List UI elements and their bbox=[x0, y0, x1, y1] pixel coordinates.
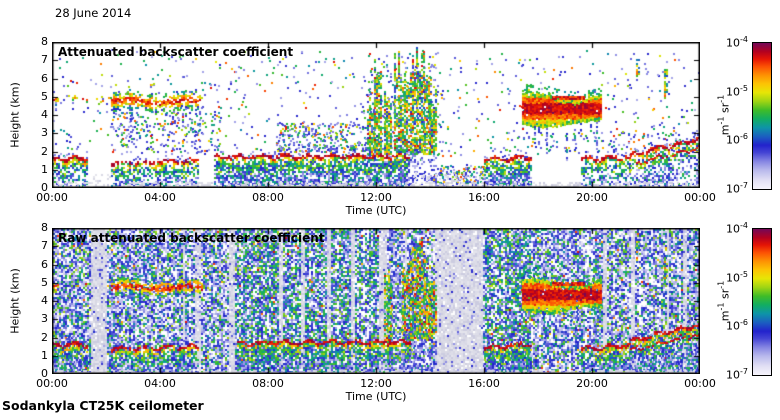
y-tick-label: 6 bbox=[41, 71, 48, 85]
x-tick-label: 08:00 bbox=[252, 191, 284, 204]
x-tick-label: 00:00 bbox=[684, 377, 716, 390]
colorbar-tick-label: 10-6 bbox=[726, 132, 748, 147]
y-tick-label: 1 bbox=[41, 348, 48, 362]
height-axis-label: Height (km) bbox=[8, 82, 22, 148]
colorbar-tick-label: 10-6 bbox=[726, 318, 748, 333]
y-tick-label: 2 bbox=[41, 144, 48, 158]
y-tick-label: 3 bbox=[41, 126, 48, 140]
y-tick-label: 7 bbox=[41, 53, 48, 67]
y-tick-label: 6 bbox=[41, 257, 48, 271]
colorbar-tick-label: 10-5 bbox=[726, 269, 748, 285]
y-tick-label: 4 bbox=[41, 294, 48, 307]
colorbar-tick-label: 10-4 bbox=[726, 35, 748, 50]
y-tick-label: 5 bbox=[41, 89, 48, 103]
x-tick-label: 16:00 bbox=[468, 377, 500, 390]
y-tick-label: 1 bbox=[41, 162, 48, 176]
y-tick-label: 3 bbox=[41, 312, 48, 326]
y-tick-label: 7 bbox=[41, 239, 48, 253]
colorbar-unit-label: m-1 sr-1 bbox=[716, 94, 732, 136]
y-tick-label: 8 bbox=[41, 221, 48, 234]
x-tick-label: 20:00 bbox=[576, 191, 608, 204]
date-label: 28 June 2014 bbox=[55, 6, 132, 20]
colorbar bbox=[752, 42, 772, 190]
x-tick-label: 12:00 bbox=[360, 191, 392, 204]
x-tick-label: 04:00 bbox=[144, 191, 176, 204]
x-tick-label: 04:00 bbox=[144, 377, 176, 390]
x-tick-label: 12:00 bbox=[360, 377, 392, 390]
x-tick-label: 00:00 bbox=[36, 377, 68, 390]
colorbar-tick-label: 10-5 bbox=[726, 83, 748, 99]
colorbar-unit-label: m-1 sr-1 bbox=[716, 280, 732, 322]
top-panel-title: Attenuated backscatter coefficient bbox=[58, 45, 294, 59]
colorbar bbox=[752, 228, 772, 376]
y-tick-label: 8 bbox=[41, 35, 48, 48]
y-tick-label: 5 bbox=[41, 275, 48, 289]
y-tick-label: 2 bbox=[41, 330, 48, 344]
x-tick-label: 16:00 bbox=[468, 191, 500, 204]
time-axis-label: Time (UTC) bbox=[345, 390, 407, 403]
top-heatmap-canvas bbox=[52, 42, 700, 188]
y-tick-label: 0 bbox=[41, 181, 48, 194]
raw-heatmap-canvas bbox=[52, 228, 700, 374]
colorbar-tick-label: 10-7 bbox=[726, 367, 748, 382]
time-axis-label: Time (UTC) bbox=[345, 204, 407, 217]
x-tick-label: 08:00 bbox=[252, 377, 284, 390]
instrument-footer: Sodankyla CT25K ceilometer bbox=[2, 398, 204, 413]
y-tick-label: 4 bbox=[41, 108, 48, 121]
raw-panel-title: Raw attenuated backscatter coefficient bbox=[58, 231, 325, 245]
colorbar-tick-label: 10-4 bbox=[726, 221, 748, 236]
colorbar-tick-label: 10-7 bbox=[726, 181, 748, 196]
height-axis-label: Height (km) bbox=[8, 268, 22, 334]
x-tick-label: 00:00 bbox=[36, 191, 68, 204]
x-tick-label: 00:00 bbox=[684, 191, 716, 204]
x-tick-label: 20:00 bbox=[576, 377, 608, 390]
y-tick-label: 0 bbox=[41, 367, 48, 380]
